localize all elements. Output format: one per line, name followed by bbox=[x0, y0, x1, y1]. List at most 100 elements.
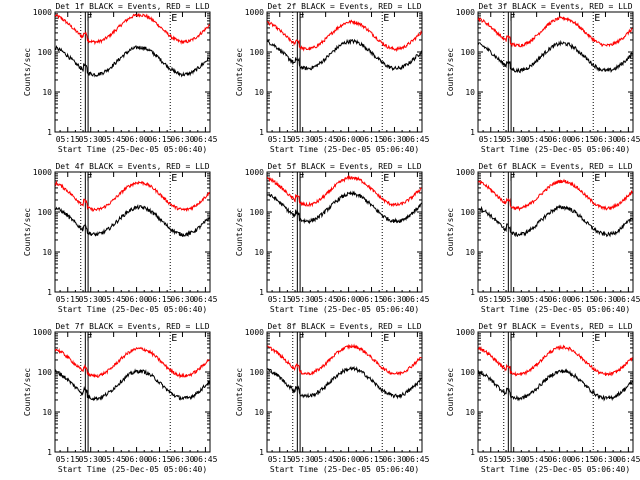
x-tick-label: 06:00 bbox=[548, 295, 572, 304]
panel-title: Det 4f BLACK = Events, RED = LLD bbox=[55, 162, 209, 171]
y-tick-label: 1000 bbox=[245, 168, 264, 177]
x-tick-label: 06:45 bbox=[616, 295, 640, 304]
x-axis-label: Start Time (25-Dec-05 05:06:40) bbox=[270, 145, 419, 154]
x-tick-label: 06:45 bbox=[405, 135, 429, 144]
lld-series-line bbox=[267, 19, 422, 53]
event-marker-label: F bbox=[298, 13, 304, 24]
x-tick-label: 06:15 bbox=[570, 455, 594, 464]
x-axis-label: Start Time (25-Dec-05 05:06:40) bbox=[270, 305, 419, 314]
event-marker-label: E bbox=[594, 173, 600, 184]
x-tick-label: 05:45 bbox=[525, 135, 549, 144]
y-tick-label: 100 bbox=[250, 208, 265, 217]
y-axis-label: Counts/sec bbox=[446, 368, 455, 416]
x-tick-label: 06:15 bbox=[570, 135, 594, 144]
y-tick-label: 1 bbox=[47, 288, 52, 297]
event-marker-label: E bbox=[171, 333, 177, 344]
x-tick-label: 06:00 bbox=[337, 135, 361, 144]
event-marker-label: F bbox=[86, 173, 92, 184]
x-tick-label: 06:45 bbox=[193, 135, 217, 144]
x-tick-label: 06:15 bbox=[359, 135, 383, 144]
event-marker-label: F bbox=[509, 333, 515, 344]
x-axis-label: Start Time (25-Dec-05 05:06:40) bbox=[58, 305, 207, 314]
plot-frame bbox=[54, 11, 211, 133]
x-tick-label: 05:30 bbox=[291, 135, 315, 144]
x-tick-label: 06:00 bbox=[125, 455, 149, 464]
y-tick-label: 100 bbox=[461, 48, 476, 57]
plot-frame bbox=[54, 331, 211, 453]
event-marker-label: F bbox=[86, 13, 92, 24]
y-axis-label: Counts/sec bbox=[235, 48, 244, 96]
plot-frame bbox=[54, 171, 211, 293]
x-tick-label: 06:30 bbox=[382, 135, 406, 144]
y-tick-label: 100 bbox=[250, 48, 265, 57]
x-tick-label: 06:30 bbox=[382, 455, 406, 464]
panel-title: Det 3f BLACK = Events, RED = LLD bbox=[478, 2, 632, 11]
x-tick-label: 06:00 bbox=[337, 295, 361, 304]
plot-frame bbox=[477, 11, 634, 133]
x-tick-label: 05:45 bbox=[314, 135, 338, 144]
plot-frame bbox=[477, 171, 634, 293]
x-tick-label: 06:30 bbox=[170, 295, 194, 304]
y-tick-label: 10 bbox=[42, 88, 52, 97]
y-axis-label: Counts/sec bbox=[23, 208, 32, 256]
x-tick-label: 05:30 bbox=[502, 295, 526, 304]
x-tick-label: 06:30 bbox=[170, 455, 194, 464]
detector-panel: Det 4f BLACK = Events, RED = LLD 1 10 100 10… bbox=[23, 162, 218, 314]
lld-series-line bbox=[54, 180, 210, 213]
lld-series-line bbox=[54, 346, 210, 379]
lld-series-line bbox=[477, 178, 633, 212]
x-tick-label: 06:45 bbox=[616, 135, 640, 144]
event-marker-label: E bbox=[171, 173, 177, 184]
x-tick-label: 05:30 bbox=[79, 295, 103, 304]
y-tick-label: 100 bbox=[461, 368, 476, 377]
x-tick-label: 05:30 bbox=[79, 135, 103, 144]
x-tick-label: 06:45 bbox=[405, 455, 429, 464]
x-tick-label: 05:45 bbox=[314, 295, 338, 304]
panel-title: Det 6f BLACK = Events, RED = LLD bbox=[478, 162, 632, 171]
y-tick-label: 1 bbox=[47, 448, 52, 457]
x-tick-label: 06:00 bbox=[337, 455, 361, 464]
x-tick-label: 06:15 bbox=[570, 295, 594, 304]
event-marker-label: E bbox=[383, 173, 389, 184]
y-tick-label: 1 bbox=[470, 288, 475, 297]
event-marker-label: E bbox=[383, 333, 389, 344]
x-tick-label: 05:30 bbox=[291, 295, 315, 304]
event-marker-label: E bbox=[594, 13, 600, 24]
y-axis-label: Counts/sec bbox=[235, 208, 244, 256]
y-axis-label: Counts/sec bbox=[235, 368, 244, 416]
detector-panel: Det 5f BLACK = Events, RED = LLD 1 10 100 10… bbox=[235, 162, 430, 314]
y-tick-label: 1000 bbox=[33, 8, 52, 17]
event-marker-label: F bbox=[509, 173, 515, 184]
x-tick-label: 05:45 bbox=[525, 455, 549, 464]
plot-frame bbox=[266, 171, 423, 293]
panel-title: Det 1f BLACK = Events, RED = LLD bbox=[55, 2, 209, 11]
x-tick-label: 06:15 bbox=[359, 455, 383, 464]
events-series-line bbox=[477, 39, 633, 74]
event-marker-label: E bbox=[171, 13, 177, 24]
plot-frame bbox=[477, 331, 634, 453]
y-tick-label: 1000 bbox=[245, 8, 264, 17]
y-tick-label: 1000 bbox=[456, 168, 475, 177]
x-axis-label: Start Time (25-Dec-05 05:06:40) bbox=[270, 465, 419, 474]
y-tick-label: 10 bbox=[254, 408, 264, 417]
x-tick-label: 05:15 bbox=[56, 455, 80, 464]
lld-series-line bbox=[266, 174, 422, 208]
panel-title: Det 5f BLACK = Events, RED = LLD bbox=[267, 162, 421, 171]
panel-title: Det 8f BLACK = Events, RED = LLD bbox=[267, 322, 421, 331]
x-tick-label: 06:15 bbox=[147, 455, 171, 464]
x-tick-label: 06:15 bbox=[147, 135, 171, 144]
x-tick-label: 05:15 bbox=[56, 295, 80, 304]
panel-title: Det 2f BLACK = Events, RED = LLD bbox=[267, 2, 421, 11]
y-tick-label: 100 bbox=[38, 208, 53, 217]
y-tick-label: 1 bbox=[259, 288, 264, 297]
y-tick-label: 10 bbox=[254, 88, 264, 97]
y-tick-label: 1000 bbox=[33, 168, 52, 177]
detector-panel: Det 9f BLACK = Events, RED = LLD 1 10 100 10… bbox=[446, 322, 640, 474]
x-tick-label: 05:45 bbox=[102, 455, 126, 464]
x-tick-label: 05:30 bbox=[291, 455, 315, 464]
events-series-line bbox=[55, 203, 210, 238]
x-tick-label: 05:45 bbox=[102, 135, 126, 144]
y-tick-label: 10 bbox=[465, 88, 475, 97]
x-tick-label: 06:30 bbox=[593, 135, 617, 144]
